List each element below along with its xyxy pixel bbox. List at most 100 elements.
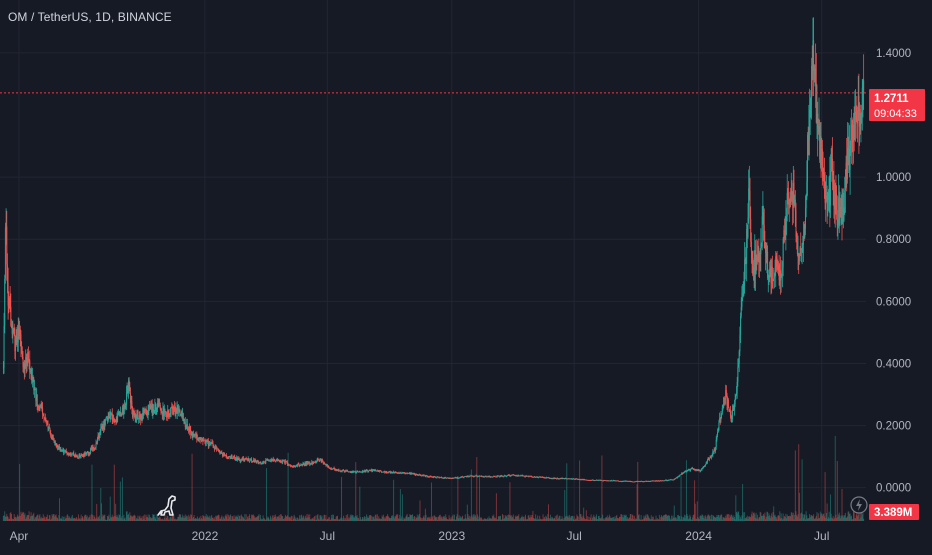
candle-body — [395, 472, 397, 473]
volume-bar — [475, 517, 477, 521]
volume-bar — [326, 519, 328, 521]
volume-bar — [138, 519, 140, 521]
candle-body — [33, 387, 35, 391]
candle-body — [190, 430, 192, 435]
candle-body — [462, 476, 464, 478]
volume-bar — [708, 514, 710, 521]
candle-body — [61, 449, 63, 452]
candle-body — [755, 254, 757, 275]
volume-bar — [96, 503, 98, 521]
volume-bar — [170, 516, 172, 521]
volume-bar — [631, 514, 633, 521]
candle-body — [639, 481, 641, 483]
candle-body — [564, 478, 566, 480]
volume-bar — [550, 514, 552, 521]
candle-body — [8, 298, 10, 309]
volume-bar — [460, 516, 462, 521]
candle-body — [524, 475, 526, 477]
candle-body — [727, 399, 729, 408]
volume-bar — [33, 512, 35, 521]
symbol-title[interactable]: OM / TetherUS, 1D, BINANCE — [8, 10, 172, 24]
candle-body — [522, 475, 524, 477]
volume-bar — [4, 516, 6, 521]
tradingview-dino-icon[interactable] — [152, 491, 182, 521]
volume-bar — [402, 519, 404, 521]
candle-body — [4, 228, 6, 279]
flash-icon[interactable] — [850, 496, 868, 514]
volume-bar — [4, 511, 6, 521]
volume-bar — [327, 519, 329, 521]
volume-bar — [432, 515, 434, 521]
volume-bar — [524, 516, 526, 521]
candle-body — [497, 475, 499, 477]
volume-bar — [36, 515, 38, 521]
volume-bar — [666, 515, 668, 521]
volume-bar — [299, 518, 301, 521]
volume-bar — [756, 514, 758, 521]
volume-bar — [791, 512, 793, 521]
candle-body — [616, 480, 618, 482]
candle-body — [15, 339, 17, 352]
candle-body — [10, 306, 12, 326]
candle-body — [334, 469, 336, 471]
volume-bar — [606, 517, 608, 521]
volume-bar — [248, 515, 250, 521]
volume-bar — [417, 517, 419, 521]
candle-body — [738, 351, 740, 364]
volume-bar — [761, 515, 763, 521]
volume-bar — [832, 518, 834, 521]
candle-body — [205, 442, 207, 444]
volume-bar — [42, 514, 44, 521]
volume-bar — [199, 519, 201, 521]
candle-body — [123, 405, 125, 410]
candle-body — [53, 438, 55, 443]
volume-bar — [17, 516, 19, 521]
candle-body — [360, 471, 362, 473]
volume-bar — [407, 517, 409, 521]
candle-body — [229, 456, 231, 459]
volume-bar — [516, 516, 518, 521]
candle-body — [139, 415, 141, 419]
candle-body — [189, 427, 191, 431]
volume-bar — [760, 512, 762, 521]
candle-body — [309, 462, 311, 465]
candle-body — [391, 471, 393, 473]
volume-bar — [494, 518, 496, 521]
volume-bar — [588, 517, 590, 521]
volume-bar — [227, 518, 229, 521]
volume-bar — [586, 519, 588, 521]
volume-bar — [276, 516, 278, 521]
volume-bar — [854, 518, 856, 521]
candle-body — [554, 478, 556, 479]
candle-body — [86, 452, 88, 455]
volume-bar — [758, 517, 760, 521]
candle-body — [40, 404, 42, 406]
volume-bar — [771, 513, 773, 521]
volume-bar — [94, 516, 96, 521]
candle-body — [430, 476, 432, 477]
candle-body — [508, 474, 510, 476]
volume-bar — [731, 514, 733, 521]
candle-body — [746, 228, 748, 264]
candle-body — [163, 409, 165, 417]
volume-bar — [499, 515, 501, 521]
candle-body — [349, 471, 351, 473]
volume-bar — [823, 516, 825, 521]
candle-body — [24, 363, 26, 371]
volume-bar — [759, 511, 761, 521]
volume-bar — [733, 517, 735, 521]
volume-bar — [142, 519, 144, 521]
volume-bar — [853, 511, 855, 521]
candle-body — [459, 477, 461, 479]
candle-body — [353, 471, 355, 473]
candle-body — [738, 363, 740, 368]
candle-body — [350, 471, 352, 473]
candle-body — [634, 481, 636, 483]
volume-bar — [338, 519, 340, 521]
candle-body — [17, 328, 19, 343]
volume-bar — [855, 514, 857, 521]
candle-body — [19, 329, 21, 335]
volume-bar — [319, 515, 321, 521]
